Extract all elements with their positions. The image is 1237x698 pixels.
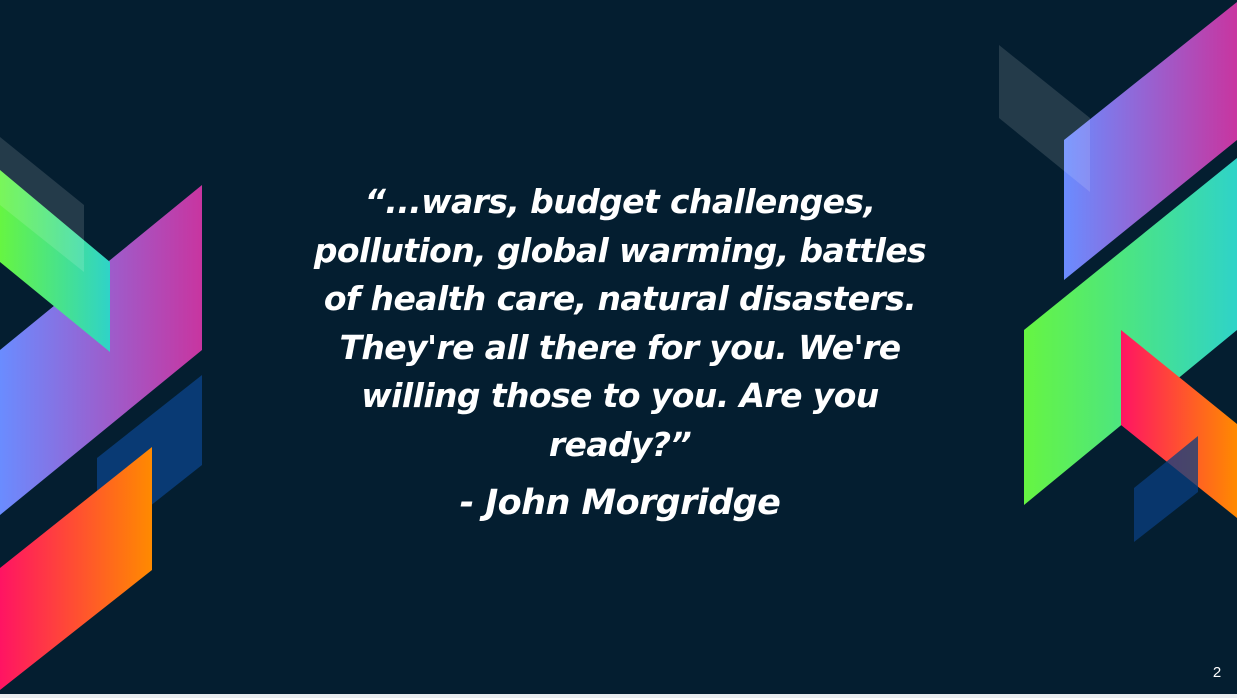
slide-number: 2 [1212, 664, 1222, 681]
quote-author: - John Morgridge [459, 483, 781, 523]
decor-left-green-band [0, 170, 110, 352]
decor-right-magenta-band [1064, 2, 1237, 280]
quote-block: “...wars, budget challenges, pollution, … [300, 178, 940, 527]
decor-left-magenta-band [0, 185, 202, 515]
decor-right-warm-band [1121, 330, 1237, 518]
quote-text: “...wars, budget challenges, pollution, … [313, 182, 927, 464]
decor-right-navy-translucent [1134, 436, 1198, 542]
decor-left-gray-translucent [0, 137, 84, 272]
decor-right-gray-translucent [999, 45, 1090, 192]
decor-left-warm-band [0, 447, 152, 690]
bottom-strip [0, 694, 1237, 698]
decor-right-green-band [1024, 158, 1237, 505]
